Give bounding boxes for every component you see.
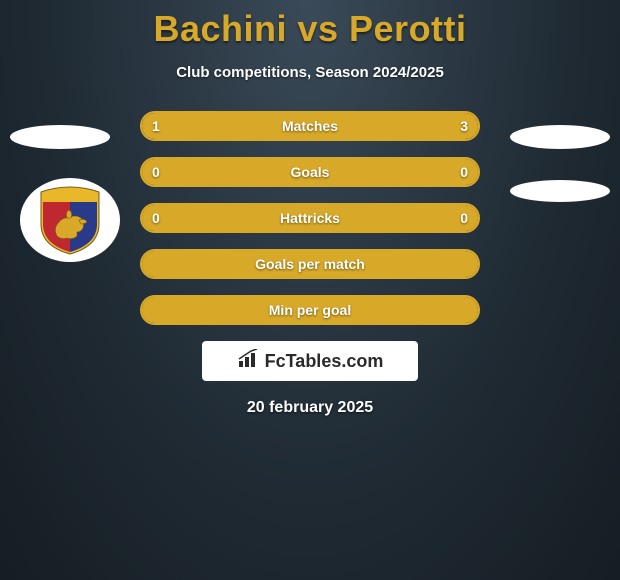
stat-pill: Goals0 0 xyxy=(140,157,480,187)
page-title: Bachini vs Perotti xyxy=(0,0,620,50)
stat-pill: Hattricks0 0 xyxy=(140,203,480,233)
stat-value-left: 0 xyxy=(152,159,160,185)
stat-value-left: 1 xyxy=(152,113,160,139)
club-right-slot xyxy=(510,180,610,202)
brand-text: FcTables.com xyxy=(265,351,384,372)
stat-value-right: 3 xyxy=(460,113,468,139)
club-left-badge: POTENZA SC xyxy=(20,178,120,262)
stat-pill: Matches1 3 xyxy=(140,111,480,141)
page-subtitle: Club competitions, Season 2024/2025 xyxy=(0,64,620,81)
stat-label: Min per goal xyxy=(142,297,478,323)
stat-value-right: 0 xyxy=(460,205,468,231)
player-right-slot xyxy=(510,125,610,149)
stats-container: Matches13Goals00Hattricks00Goals per mat… xyxy=(140,111,480,325)
player-left-slot xyxy=(10,125,110,149)
stat-label: Hattricks xyxy=(142,205,478,231)
stat-label: Goals xyxy=(142,159,478,185)
stat-value-right: 0 xyxy=(460,159,468,185)
svg-text:POTENZA SC: POTENZA SC xyxy=(46,184,94,185)
stat-value-left: 0 xyxy=(152,205,160,231)
bar-chart-icon xyxy=(237,349,261,374)
stat-label: Goals per match xyxy=(142,251,478,277)
stat-label: Matches xyxy=(142,113,478,139)
stat-pill: Min per goal xyxy=(140,295,480,325)
brand-badge[interactable]: FcTables.com xyxy=(202,341,418,381)
club-shield-icon: POTENZA SC xyxy=(39,184,101,256)
stat-pill: Goals per match xyxy=(140,249,480,279)
footer-date: 20 february 2025 xyxy=(0,399,620,417)
